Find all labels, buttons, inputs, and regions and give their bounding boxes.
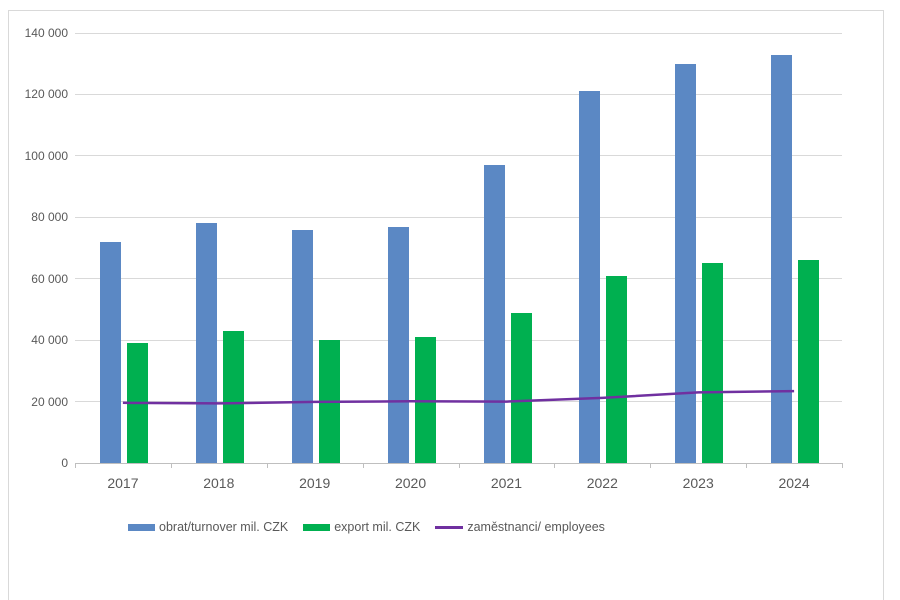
y-axis-label-140000: 140 000 xyxy=(24,26,68,40)
legend-bar-swatch-icon xyxy=(128,523,155,531)
employees-line-layer xyxy=(122,389,795,405)
x-axis-tick xyxy=(554,463,556,468)
y-axis-label-120000: 120 000 xyxy=(24,87,68,102)
y-axis-label-60000: 60 000 xyxy=(31,271,68,286)
bar-turnover-2017 xyxy=(100,241,121,463)
bar-export-2023 xyxy=(702,263,724,463)
legend-item-export: export mil. CZK xyxy=(303,520,420,534)
y-axis-label-40000: 40 000 xyxy=(31,333,68,348)
x-axis-label-2019: 2019 xyxy=(299,475,331,491)
bar-turnover-2019 xyxy=(291,229,313,463)
gridline-140000 xyxy=(75,32,842,34)
x-axis-label-2024: 2024 xyxy=(778,475,810,491)
x-axis-tick xyxy=(650,463,652,468)
x-axis-label-2022: 2022 xyxy=(586,475,618,491)
x-axis-label-2018: 2018 xyxy=(203,475,235,491)
bar-export-2020 xyxy=(414,337,436,463)
gridline-80000 xyxy=(75,216,842,218)
bar-turnover-2022 xyxy=(579,91,601,463)
gridline-40000 xyxy=(75,339,842,341)
y-axis-label-20000: 20 000 xyxy=(31,394,68,409)
x-axis-tick xyxy=(458,463,460,468)
employees-line xyxy=(122,389,795,405)
x-axis-label-2023: 2023 xyxy=(682,475,714,491)
legend-bar-swatch-icon xyxy=(303,523,331,531)
gridline-60000 xyxy=(75,278,842,280)
x-axis-tick xyxy=(362,463,364,468)
legend-line-swatch-icon xyxy=(435,525,464,529)
bar-turnover-2024 xyxy=(771,54,793,463)
y-axis-label-80000: 80 000 xyxy=(31,210,68,225)
x-axis-tick xyxy=(266,463,268,468)
x-axis-tick xyxy=(170,463,172,468)
legend-label: obrat/turnover mil. CZK xyxy=(159,520,289,534)
bar-export-2018 xyxy=(222,330,244,463)
bar-export-2022 xyxy=(606,275,628,463)
y-axis-label-100000: 100 000 xyxy=(24,148,68,163)
x-axis-tick xyxy=(75,463,76,468)
gridline-100000 xyxy=(75,155,842,157)
legend-item-employees: zaměstnanci/ employees xyxy=(435,520,605,534)
y-axis-label-0: 0 xyxy=(61,456,68,470)
legend-item-turnover: obrat/turnover mil. CZK xyxy=(128,520,288,534)
x-axis-tick xyxy=(842,463,843,468)
x-axis-label-2021: 2021 xyxy=(490,475,523,491)
bar-turnover-2023 xyxy=(675,63,697,463)
bar-turnover-2020 xyxy=(387,226,409,463)
bar-turnover-2021 xyxy=(483,165,505,463)
legend-label: export mil. CZK xyxy=(334,520,421,534)
bar-export-2024 xyxy=(798,260,820,463)
legend-label: zaměstnanci/ employees xyxy=(467,520,605,534)
chart-frame xyxy=(8,10,884,600)
legend: obrat/turnover mil. CZK export mil. CZK za… xyxy=(128,520,605,534)
x-axis-label-2020: 2020 xyxy=(394,475,427,491)
x-axis-label-2017: 2017 xyxy=(107,475,139,491)
gridline-120000 xyxy=(75,93,842,95)
bar-export-2021 xyxy=(510,312,532,463)
x-axis-tick xyxy=(746,463,748,468)
